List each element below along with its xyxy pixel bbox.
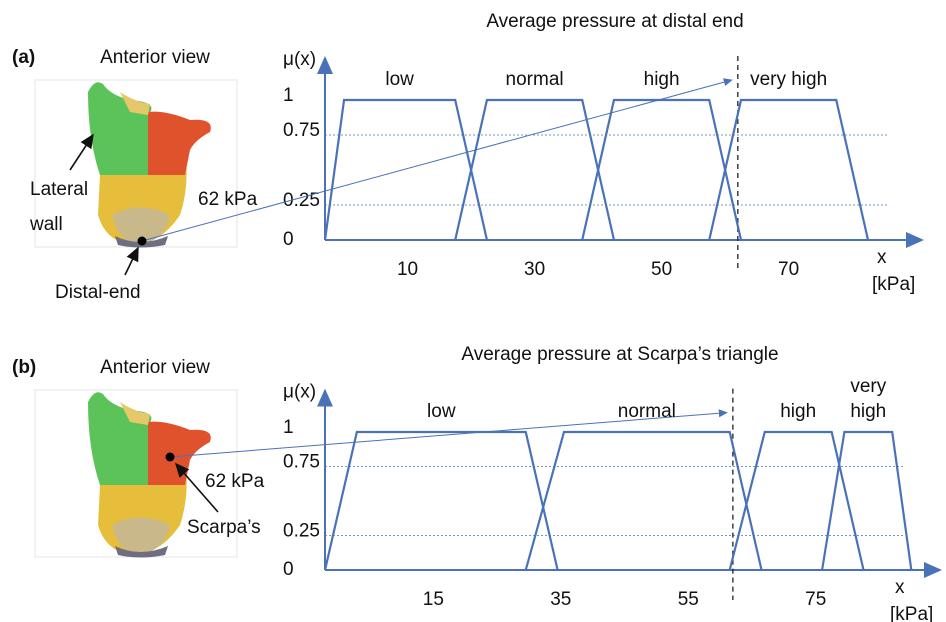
series-label: high bbox=[780, 401, 816, 422]
membership-function bbox=[708, 98, 870, 241]
y-axis-label: μ(x) bbox=[283, 49, 316, 70]
y-tick-label: 0 bbox=[283, 229, 294, 250]
x-tick-label: 10 bbox=[397, 259, 418, 280]
callout-text: Lateral bbox=[30, 179, 88, 200]
y-tick-label: 0.75 bbox=[283, 120, 320, 141]
x-tick-label: 35 bbox=[550, 589, 571, 610]
y-tick-label: 0.75 bbox=[283, 452, 320, 473]
callout-text: wall bbox=[29, 214, 63, 235]
callout-text: 62 kPa bbox=[205, 471, 265, 492]
series-label: low bbox=[385, 69, 414, 90]
membership-function bbox=[728, 430, 865, 571]
y-tick-label: 0 bbox=[283, 559, 294, 580]
view-label: Anterior view bbox=[100, 47, 210, 68]
y-tick-label: 1 bbox=[283, 417, 294, 438]
limb-model bbox=[34, 79, 238, 248]
callout-arrow bbox=[141, 78, 733, 242]
series-label: very high bbox=[850, 376, 886, 422]
membership-function bbox=[821, 430, 913, 571]
callout-arrow bbox=[169, 409, 728, 458]
view-label: Anterior view bbox=[100, 357, 210, 378]
pointer-arrow bbox=[174, 462, 219, 513]
y-tick-label: 0.25 bbox=[283, 521, 320, 542]
x-tick-label: 50 bbox=[651, 259, 672, 280]
measurement-point bbox=[165, 452, 175, 462]
measurement-point bbox=[137, 236, 147, 246]
callout-text: 62 kPa bbox=[198, 189, 258, 210]
pointer-arrow bbox=[124, 246, 139, 276]
x-axis-unit: [kPa] bbox=[890, 604, 933, 622]
x-tick-label: 55 bbox=[678, 589, 699, 610]
x-axis-label: x bbox=[895, 577, 905, 598]
membership-function bbox=[524, 430, 763, 571]
membership-function bbox=[323, 98, 489, 241]
x-tick-label: 15 bbox=[423, 589, 444, 610]
series-label: very high bbox=[750, 69, 827, 90]
callout-text: Scarpa’s bbox=[187, 517, 261, 538]
membership-function bbox=[323, 430, 559, 571]
membership-function bbox=[454, 98, 616, 241]
series-label: normal bbox=[506, 69, 564, 90]
series-label: high bbox=[644, 69, 680, 90]
x-tick-label: 70 bbox=[778, 259, 799, 280]
chart-title: Average pressure at distal end bbox=[486, 11, 743, 32]
x-tick-label: 30 bbox=[524, 259, 545, 280]
x-axis-unit: [kPa] bbox=[872, 274, 915, 295]
panel-label: (b) bbox=[12, 357, 36, 378]
panel-label: (a) bbox=[12, 47, 35, 68]
x-axis-label: x bbox=[877, 247, 887, 268]
y-axis-label: μ(x) bbox=[283, 382, 316, 403]
membership-function bbox=[581, 98, 743, 241]
x-tick-label: 75 bbox=[805, 589, 826, 610]
y-tick-label: 1 bbox=[283, 85, 294, 106]
pointer-arrow bbox=[69, 133, 94, 171]
callout-text: Distal-end bbox=[55, 282, 141, 303]
series-label: normal bbox=[618, 401, 676, 422]
chart-title: Average pressure at Scarpa’s triangle bbox=[461, 344, 778, 365]
series-label: low bbox=[427, 401, 456, 422]
